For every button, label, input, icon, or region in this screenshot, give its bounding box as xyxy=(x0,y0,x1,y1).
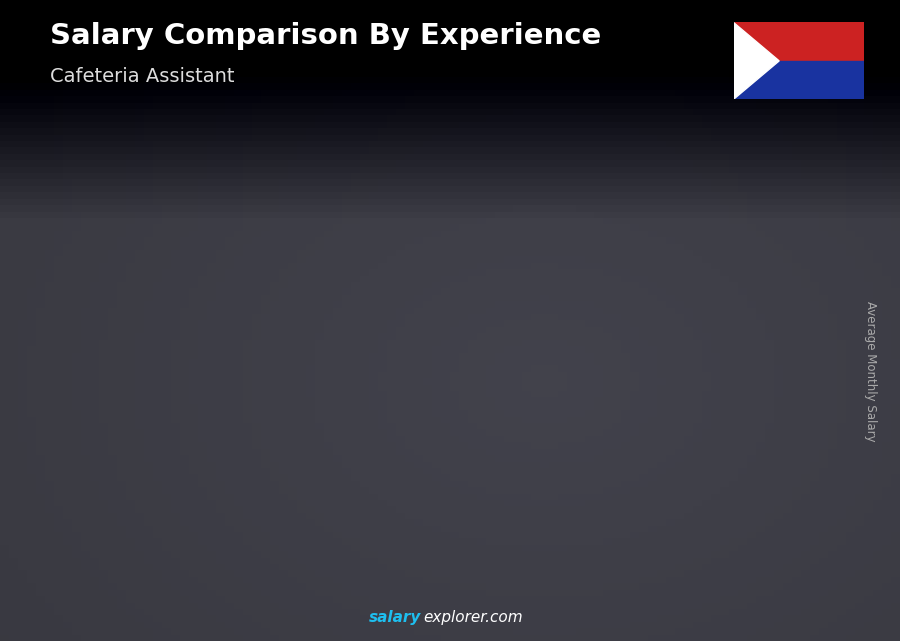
Polygon shape xyxy=(213,474,290,484)
Polygon shape xyxy=(90,510,166,519)
Bar xyxy=(460,377,524,564)
Text: 0 EUR: 0 EUR xyxy=(478,351,518,363)
Polygon shape xyxy=(400,420,413,564)
Polygon shape xyxy=(154,510,166,564)
Text: 0 EUR: 0 EUR xyxy=(231,458,271,470)
Text: +nan%: +nan% xyxy=(137,428,213,447)
Polygon shape xyxy=(583,322,660,333)
Bar xyxy=(90,519,154,564)
Polygon shape xyxy=(460,367,536,377)
Text: explorer.com: explorer.com xyxy=(423,610,523,625)
Text: 0 EUR: 0 EUR xyxy=(724,271,764,283)
Text: Cafeteria Assistant: Cafeteria Assistant xyxy=(50,67,234,87)
Polygon shape xyxy=(770,287,783,564)
Text: 0 EUR: 0 EUR xyxy=(108,493,148,506)
Polygon shape xyxy=(277,474,290,564)
Text: +nan%: +nan% xyxy=(383,321,460,340)
Bar xyxy=(337,430,400,564)
Bar xyxy=(213,484,277,564)
Polygon shape xyxy=(647,322,660,564)
Text: 0 EUR: 0 EUR xyxy=(601,306,641,319)
Text: salary: salary xyxy=(369,610,421,625)
Bar xyxy=(706,297,770,564)
Text: +nan%: +nan% xyxy=(630,241,707,260)
Polygon shape xyxy=(734,61,864,99)
Text: +nan%: +nan% xyxy=(260,375,337,394)
Text: +nan%: +nan% xyxy=(507,277,583,296)
Polygon shape xyxy=(734,22,864,61)
Text: Average Monthly Salary: Average Monthly Salary xyxy=(865,301,878,442)
Polygon shape xyxy=(337,420,413,430)
Bar xyxy=(583,333,647,564)
Polygon shape xyxy=(706,287,783,297)
Polygon shape xyxy=(734,22,779,99)
Text: Salary Comparison By Experience: Salary Comparison By Experience xyxy=(50,22,601,51)
Text: 0 EUR: 0 EUR xyxy=(355,404,394,417)
Polygon shape xyxy=(524,367,536,564)
